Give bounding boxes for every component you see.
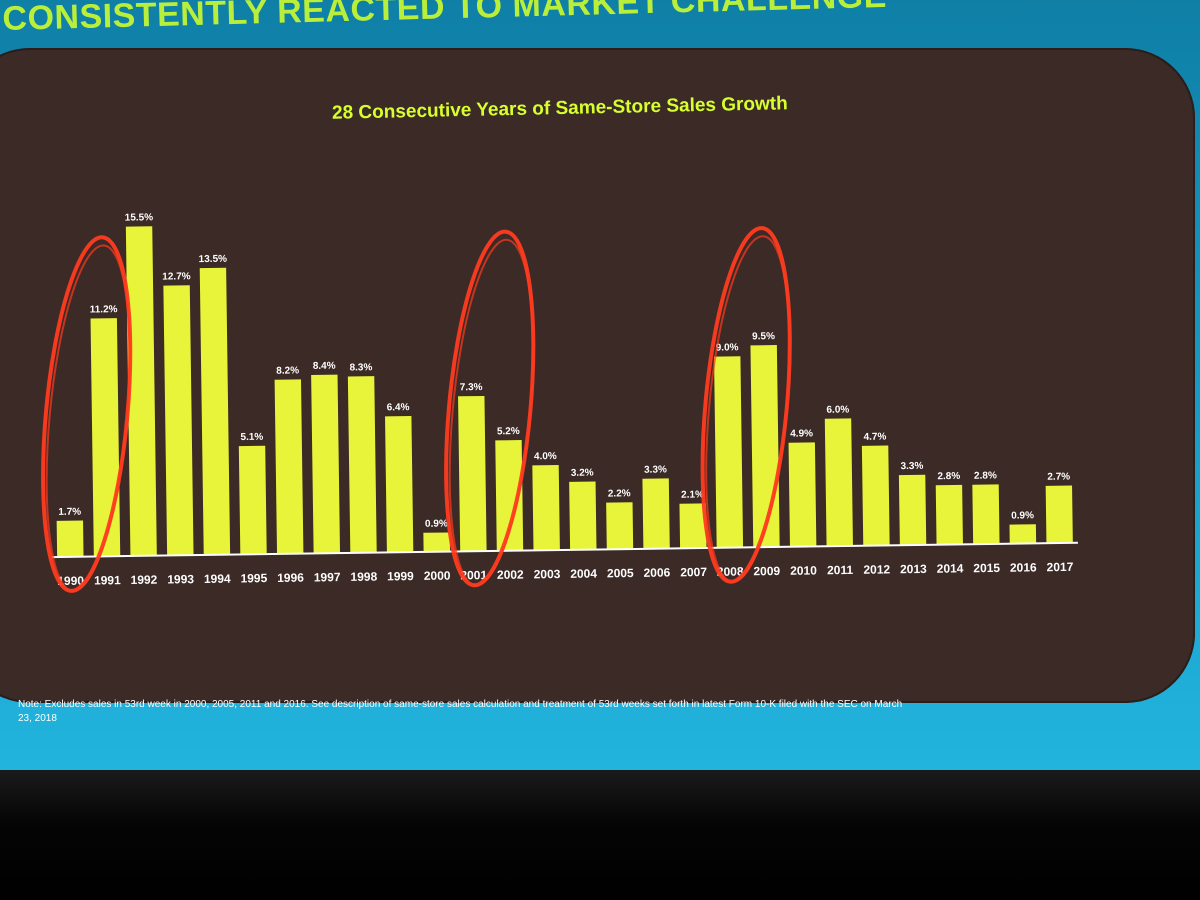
value-label-2000: 0.9% [425, 518, 448, 529]
value-label-1999: 6.4% [387, 402, 410, 413]
x-tick-2009: 2009 [753, 564, 780, 578]
bar-1992 [125, 226, 157, 556]
value-label-2006: 3.3% [644, 464, 667, 475]
bar-2012 [861, 445, 890, 546]
bar-2003 [532, 465, 560, 551]
bar-1998 [347, 376, 377, 553]
bar-2002 [495, 440, 524, 551]
bar-chart: 28 Consecutive Years of Same-Store Sales… [41, 93, 1078, 593]
value-label-2010: 4.9% [790, 428, 813, 439]
bar-2017 [1045, 485, 1073, 544]
bar-2010 [788, 442, 817, 547]
x-tick-1999: 1999 [387, 569, 414, 583]
value-label-2015: 2.8% [974, 470, 997, 481]
value-label-2001: 7.3% [460, 382, 483, 393]
x-axis-line [52, 541, 1078, 559]
highlight-circle-2-inner [448, 238, 534, 587]
value-label-2014: 2.8% [937, 471, 960, 482]
bar-2000 [423, 532, 451, 552]
bar-1991 [90, 318, 121, 557]
chart-plot-area: 1.7%199011.2%199115.5%199212.7%199313.5%… [41, 212, 1078, 593]
x-tick-1997: 1997 [314, 570, 341, 584]
bar-1995 [238, 445, 267, 555]
value-label-2017: 2.7% [1047, 471, 1070, 482]
x-tick-2010: 2010 [790, 563, 817, 577]
bar-2011 [824, 418, 853, 547]
highlight-circle-2 [444, 229, 536, 588]
x-tick-2005: 2005 [607, 566, 634, 580]
x-tick-1994: 1994 [204, 572, 231, 586]
value-label-2008: 9.0% [716, 342, 739, 353]
bar-2007 [679, 503, 707, 549]
value-label-1994: 13.5% [199, 254, 228, 265]
bar-2015 [972, 484, 1000, 545]
value-label-2013: 3.3% [900, 461, 923, 472]
x-tick-1995: 1995 [240, 571, 267, 585]
value-label-2012: 4.7% [863, 432, 886, 443]
value-label-1992: 15.5% [125, 212, 154, 223]
value-label-1998: 8.3% [349, 362, 372, 373]
screen-bezel [0, 770, 1200, 900]
x-tick-1996: 1996 [277, 571, 304, 585]
x-tick-1993: 1993 [167, 572, 194, 586]
slide: CONSISTENTLY REACTED TO MARKET CHALLENGE… [0, 0, 1200, 770]
bar-1997 [311, 374, 341, 554]
bar-2013 [898, 474, 927, 546]
bar-2008 [714, 356, 744, 548]
highlight-circle-3-inner [705, 235, 791, 583]
value-label-1993: 12.7% [162, 271, 191, 282]
highlight-circle-1-inner [45, 244, 131, 593]
bar-2016 [1009, 524, 1037, 544]
x-tick-2015: 2015 [973, 561, 1000, 575]
bar-2001 [458, 395, 487, 552]
value-label-2007: 2.1% [681, 489, 704, 500]
x-tick-1991: 1991 [94, 573, 121, 587]
value-label-2016: 0.9% [1011, 510, 1034, 521]
value-label-2009: 9.5% [752, 331, 775, 342]
x-tick-2012: 2012 [863, 562, 890, 576]
x-tick-2013: 2013 [900, 562, 927, 576]
bar-2004 [569, 481, 597, 550]
bar-1993 [163, 285, 194, 556]
bar-1990 [56, 520, 84, 558]
footnote: Note: Excludes sales in 53rd week in 200… [18, 699, 903, 724]
bar-2005 [606, 502, 634, 550]
bar-2014 [935, 484, 963, 545]
x-tick-2014: 2014 [937, 561, 964, 575]
x-tick-2002: 2002 [497, 568, 524, 582]
x-tick-1992: 1992 [131, 573, 158, 587]
x-tick-2016: 2016 [1010, 560, 1037, 574]
value-label-2003: 4.0% [534, 451, 557, 462]
bar-2009 [750, 345, 780, 548]
value-label-1995: 5.1% [240, 432, 263, 443]
x-tick-2004: 2004 [570, 566, 597, 580]
x-tick-2000: 2000 [424, 569, 451, 583]
value-label-1996: 8.2% [276, 365, 299, 376]
chart-panel [0, 48, 1195, 703]
chart-title: 28 Consecutive Years of Same-Store Sales… [332, 93, 788, 124]
x-tick-2017: 2017 [1047, 560, 1074, 574]
highlight-circle-1 [41, 235, 133, 593]
bar-1999 [385, 416, 414, 553]
x-tick-2007: 2007 [680, 565, 707, 579]
x-tick-1998: 1998 [350, 570, 377, 584]
value-label-2004: 3.2% [571, 468, 594, 479]
bar-1994 [199, 267, 231, 555]
value-label-1991: 11.2% [90, 304, 118, 315]
highlight-circle-3 [700, 226, 792, 584]
value-label-1997: 8.4% [313, 361, 336, 372]
x-tick-2006: 2006 [643, 565, 670, 579]
bar-1996 [274, 379, 304, 555]
bar-2006 [642, 478, 670, 549]
value-label-2005: 2.2% [608, 488, 631, 499]
x-tick-2011: 2011 [827, 563, 854, 577]
value-label-2002: 5.2% [497, 426, 520, 437]
value-label-2011: 6.0% [826, 404, 849, 415]
x-tick-2003: 2003 [534, 567, 561, 581]
value-label-1990: 1.7% [58, 507, 81, 518]
